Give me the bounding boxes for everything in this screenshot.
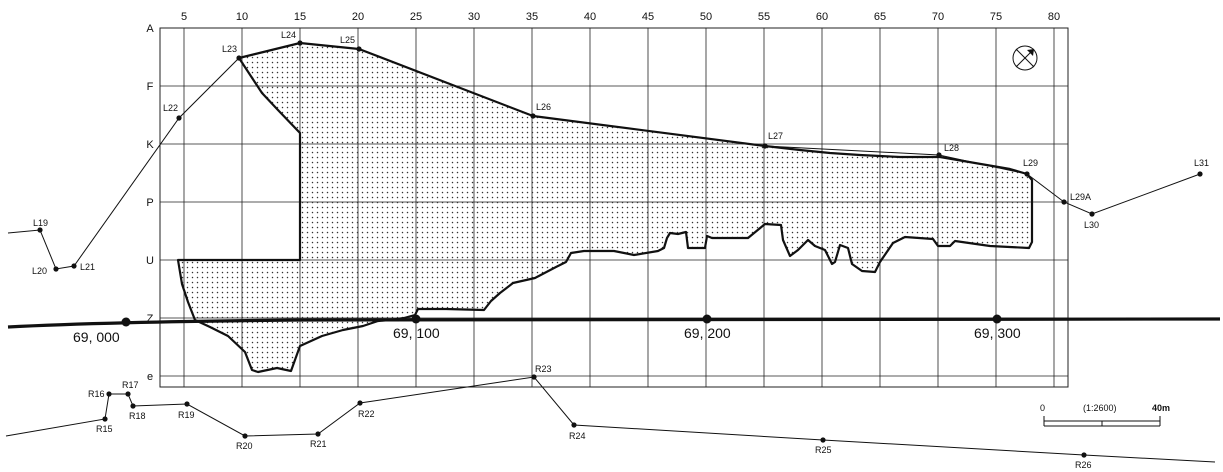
point-label-R24: R24 xyxy=(569,431,586,441)
survey-point xyxy=(530,113,536,119)
survey-point xyxy=(571,422,577,428)
point-label-L27: L27 xyxy=(768,131,783,141)
right-boundary-line xyxy=(5,376,1216,463)
survey-point xyxy=(71,263,77,269)
col-label-5: 5 xyxy=(181,11,187,23)
col-label-70: 70 xyxy=(932,11,944,23)
col-label-75: 75 xyxy=(990,11,1002,23)
scale-end-label: 40m xyxy=(1152,403,1170,413)
point-label-L26: L26 xyxy=(536,102,551,112)
col-label-55: 55 xyxy=(758,11,770,23)
chainage-marker xyxy=(992,314,1002,324)
point-label-R15: R15 xyxy=(96,424,113,434)
survey-point xyxy=(1061,199,1067,205)
survey-point xyxy=(184,401,190,407)
survey-point xyxy=(820,437,826,443)
col-label-45: 45 xyxy=(642,11,654,23)
survey-point xyxy=(37,227,43,233)
col-label-10: 10 xyxy=(236,11,248,23)
scale-bar: 0 (1:2600) 40m xyxy=(1040,403,1170,427)
point-label-L30: L30 xyxy=(1084,220,1099,230)
row-label-e: e xyxy=(147,371,153,383)
point-label-R20: R20 xyxy=(236,441,253,451)
survey-point xyxy=(1197,171,1203,177)
col-label-35: 35 xyxy=(526,11,538,23)
survey-point xyxy=(356,46,362,52)
survey-point xyxy=(130,403,136,409)
survey-point xyxy=(762,143,768,149)
point-label-L23: L23 xyxy=(222,44,237,54)
point-label-L24: L24 xyxy=(281,30,296,40)
row-label-K: K xyxy=(146,139,154,151)
point-label-L29A: L29A xyxy=(1070,192,1091,202)
left-point-labels: L19 L20 L21 L22 L23 L24 L25 L26 L27 L28 … xyxy=(32,30,1209,276)
survey-point xyxy=(102,416,108,422)
survey-point xyxy=(125,391,131,397)
north-arrow-icon xyxy=(1012,45,1038,71)
col-label-25: 25 xyxy=(410,11,422,23)
survey-point xyxy=(936,152,942,158)
col-label-30: 30 xyxy=(468,11,480,23)
column-labels: 5 10 15 20 25 30 35 40 45 50 55 60 65 70… xyxy=(181,11,1060,23)
point-label-L25: L25 xyxy=(340,35,355,45)
col-label-20: 20 xyxy=(352,11,364,23)
point-label-L22: L22 xyxy=(163,103,178,113)
point-label-L28: L28 xyxy=(944,143,959,153)
point-label-R16: R16 xyxy=(88,389,105,399)
point-label-R17: R17 xyxy=(122,380,139,390)
chainage-marker xyxy=(121,317,131,327)
survey-point xyxy=(357,400,363,406)
survey-point xyxy=(236,55,242,61)
site-area xyxy=(176,41,1034,374)
centerline: 69, 000 69, 100 69, 200 69, 300 xyxy=(7,314,1221,345)
col-label-50: 50 xyxy=(700,11,712,23)
point-label-R23: R23 xyxy=(535,364,552,374)
survey-point xyxy=(1089,211,1095,217)
right-point-labels: R15 R16 R17 R18 R19 R20 R21 R22 R23 R24 … xyxy=(88,364,1092,470)
row-label-A: A xyxy=(146,23,154,35)
survey-point xyxy=(242,433,248,439)
point-label-L19: L19 xyxy=(33,218,48,228)
survey-point xyxy=(106,391,112,397)
right-survey-points xyxy=(102,374,1087,458)
left-survey-points xyxy=(37,40,1203,272)
survey-point xyxy=(176,115,182,121)
scale-start-label: 0 xyxy=(1040,403,1045,413)
point-label-R18: R18 xyxy=(129,411,146,421)
point-label-L31: L31 xyxy=(1194,158,1209,168)
point-label-R26: R26 xyxy=(1075,460,1092,470)
survey-point xyxy=(53,266,59,272)
chainage-marker xyxy=(411,314,421,324)
col-label-40: 40 xyxy=(584,11,596,23)
survey-point xyxy=(315,431,321,437)
row-label-Z: Z xyxy=(147,313,154,325)
col-label-60: 60 xyxy=(816,11,828,23)
point-label-R21: R21 xyxy=(310,439,327,449)
col-label-80: 80 xyxy=(1048,11,1060,23)
scale-ratio-label: (1:2600) xyxy=(1083,403,1117,413)
row-label-U: U xyxy=(146,255,154,267)
col-label-65: 65 xyxy=(874,11,886,23)
chainage-marker xyxy=(702,314,712,324)
chainage-label: 69, 100 xyxy=(393,325,440,341)
row-label-P: P xyxy=(146,197,153,209)
point-label-L20: L20 xyxy=(32,266,47,276)
survey-point xyxy=(1081,452,1087,458)
row-labels: A F K P U Z e xyxy=(146,23,154,383)
col-label-15: 15 xyxy=(294,11,306,23)
survey-point xyxy=(531,374,537,380)
centerline-path xyxy=(7,317,1221,329)
chainage-label: 69, 000 xyxy=(73,329,120,345)
point-label-R22: R22 xyxy=(358,409,375,419)
chainage-label: 69, 200 xyxy=(684,325,731,341)
point-label-L29: L29 xyxy=(1023,158,1038,168)
chainage-label: 69, 300 xyxy=(974,325,1021,341)
point-label-L21: L21 xyxy=(80,262,95,272)
row-label-F: F xyxy=(147,81,154,93)
survey-point xyxy=(297,40,303,46)
point-label-R25: R25 xyxy=(815,445,832,455)
point-label-R19: R19 xyxy=(178,410,195,420)
survey-point xyxy=(1024,171,1030,177)
